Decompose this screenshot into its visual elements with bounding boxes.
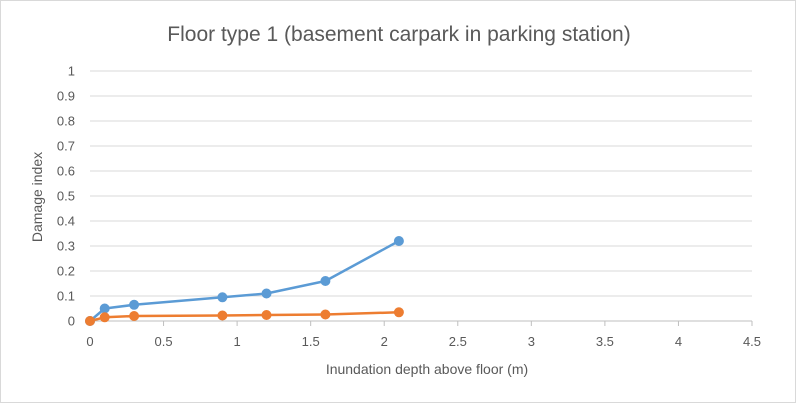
x-tick-label: 0.5: [155, 334, 173, 349]
y-tick-label: 0.3: [57, 239, 75, 254]
series-1-point: [99, 303, 110, 314]
series-2-point: [129, 311, 140, 321]
series-2-point: [320, 309, 331, 320]
y-axis-title: Damage index: [29, 152, 45, 242]
series-1-point: [129, 299, 140, 310]
chart-title: Floor type 1 (basement carpark in parkin…: [167, 23, 630, 46]
x-tick-label: 4.5: [743, 334, 761, 349]
series-2-point: [261, 310, 272, 320]
series-1-point: [217, 292, 228, 303]
axes: 0 0.1 0.2 0.3 0.4 0.5 0.6 0.7 0.8 0.9 1 0 0.5 1 1.5 2 2.…: [57, 64, 761, 350]
series-layer: [85, 236, 404, 326]
y-tick-label: 0.8: [57, 114, 75, 129]
y-tick-label: 0.5: [57, 189, 75, 204]
series-2-point: [85, 316, 95, 326]
x-tick-label: 3.5: [596, 334, 614, 349]
x-tick-label: 1.5: [302, 334, 320, 349]
y-tick-label: 1: [68, 64, 75, 79]
x-tick-label: 3: [528, 334, 535, 349]
y-tick-label: 0.4: [57, 214, 75, 229]
x-tick-label: 2.5: [449, 334, 467, 349]
gridlines: [90, 70, 752, 297]
series-1-point: [393, 236, 404, 246]
x-tick-label: 2: [381, 334, 388, 349]
x-tick-label: 4: [675, 334, 682, 349]
series-1-point: [320, 276, 331, 286]
x-axis-title: Inundation depth above floor (m): [326, 361, 528, 377]
x-tick-label: 0: [86, 334, 93, 349]
y-tick-label: 0.9: [57, 89, 75, 104]
y-tick-label: 0: [68, 314, 75, 329]
series-2-point: [217, 310, 228, 321]
y-tick-label: 0.1: [57, 289, 75, 304]
y-tick-label: 0.6: [57, 164, 75, 179]
series-2-point: [99, 312, 110, 323]
series-2-point: [393, 307, 404, 318]
series-1-point: [261, 288, 272, 299]
y-tick-label: 0.2: [57, 264, 75, 279]
y-tick-label: 0.7: [57, 139, 75, 154]
x-tick-label: 1: [233, 334, 240, 349]
